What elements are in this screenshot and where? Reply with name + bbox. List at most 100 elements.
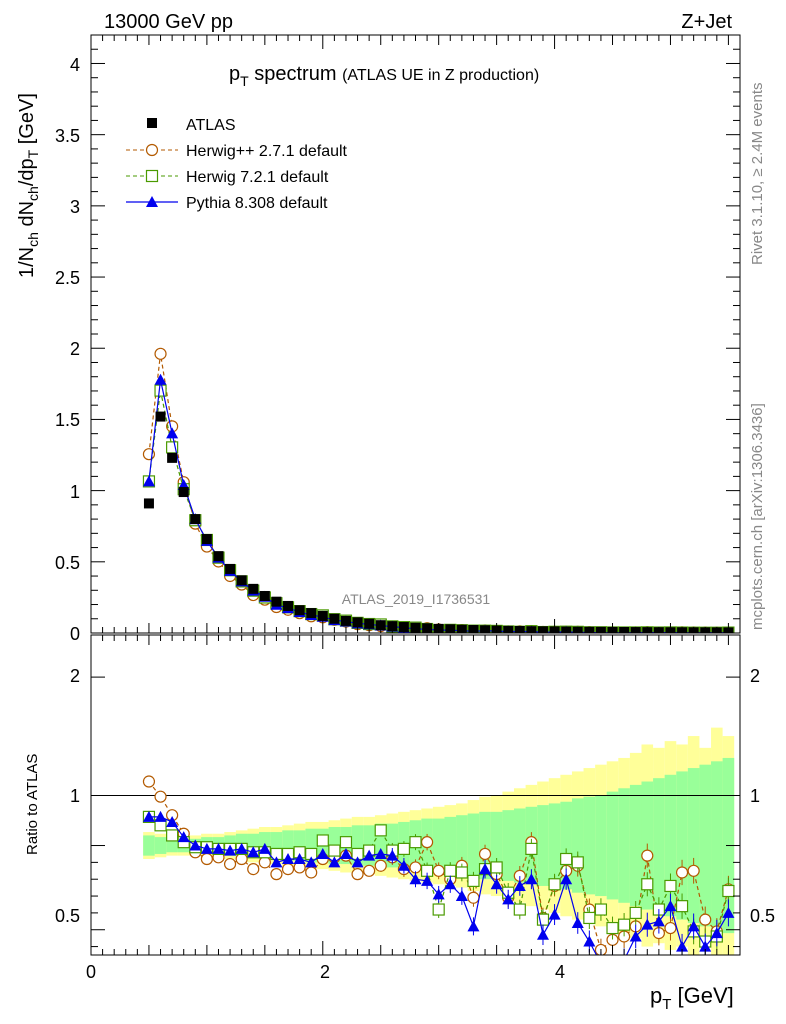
- band-inner-bin: [664, 774, 677, 917]
- data-point: [364, 618, 375, 629]
- header-right: Z+Jet: [681, 11, 732, 33]
- ratio-point: [386, 849, 399, 861]
- y-tick-label: 1: [70, 482, 80, 502]
- analysis-watermark: ATLAS_2019_I1736531: [342, 591, 491, 607]
- ratio-y-tick-label: 1: [70, 786, 80, 806]
- ratio-point: [641, 849, 654, 862]
- ratio-point: [351, 856, 364, 868]
- y-tick-label: 3.5: [55, 126, 80, 146]
- ratio-point: [432, 888, 445, 900]
- ratio-point: [397, 859, 410, 871]
- ratio-point: [142, 775, 156, 788]
- ratio-point: [595, 957, 607, 968]
- data-point: [387, 621, 398, 632]
- data-point: [154, 373, 167, 385]
- band-inner-bin: [490, 811, 503, 880]
- data-point: [294, 605, 305, 616]
- ratio-point: [316, 834, 329, 847]
- data-point: [283, 600, 294, 611]
- band-inner-bin: [351, 825, 364, 866]
- ratio-point: [363, 864, 376, 877]
- ratio-point: [594, 903, 608, 916]
- ratio-y-tick-label-right: 0.5: [750, 906, 775, 926]
- legend-marker-pythia: [146, 196, 158, 207]
- ratio-point: [189, 839, 202, 851]
- ratio-y-tick-labels: 0.5 1 2 0.5 1 2: [55, 666, 775, 926]
- ratio-point: [455, 890, 468, 902]
- plot-title: pT spectrum (ATLAS UE in Z production): [229, 63, 539, 89]
- ratio-point: [548, 878, 561, 891]
- ratio-point: [664, 879, 677, 893]
- x-tick-label: 2: [320, 962, 330, 982]
- data-point: [271, 596, 282, 607]
- x-tick-labels: 0 2 4: [86, 962, 565, 982]
- ratio-point: [420, 836, 434, 849]
- band-inner-bin: [444, 816, 457, 875]
- band-inner-bin: [305, 828, 317, 863]
- y-tick-label: 1.5: [55, 410, 80, 430]
- data-point: [167, 452, 178, 463]
- ratio-point: [409, 836, 422, 849]
- band-inner-bin: [560, 801, 572, 890]
- data-point: [352, 617, 363, 628]
- ratio-point: [687, 864, 700, 877]
- band-inner-bin: [583, 796, 596, 895]
- ratio-point: [455, 866, 468, 879]
- ratio-y-tick-label-right: 2: [750, 666, 760, 686]
- band-inner-bin: [687, 768, 700, 923]
- ratio-point: [432, 864, 445, 877]
- ratio-point: [548, 908, 561, 920]
- ratio-point: [676, 940, 689, 952]
- ratio-point: [270, 868, 283, 881]
- ratio-point: [641, 918, 654, 930]
- ratio-point: [664, 921, 677, 935]
- legend-marker-atlas: [147, 118, 157, 128]
- ratio-point: [560, 873, 573, 885]
- ratio-point: [664, 900, 677, 912]
- ratio-point: [270, 856, 283, 868]
- ratio-point: [200, 842, 213, 854]
- ratio-point: [223, 857, 237, 871]
- ratio-point: [200, 852, 213, 866]
- ratio-point: [235, 852, 248, 866]
- band-inner-bin: [456, 815, 468, 876]
- ratio-point: [571, 856, 584, 869]
- band-inner-bin: [699, 764, 712, 927]
- ratio-point: [363, 849, 376, 861]
- ratio-point: [623, 954, 625, 955]
- ratio-point: [339, 836, 353, 849]
- ratio-point: [224, 844, 237, 856]
- data-point: [190, 514, 201, 525]
- ratio-point: [710, 927, 723, 939]
- band-inner-bin: [618, 788, 630, 903]
- ratio-axis-title: Ratio to ATLAS: [24, 754, 41, 855]
- data-point: [317, 610, 328, 621]
- ratio-point: [247, 846, 260, 858]
- ratio-point: [166, 815, 179, 827]
- y-tick-label: 2: [70, 339, 80, 359]
- ratio-point: [467, 874, 480, 887]
- band-inner-bin: [270, 832, 283, 859]
- data-point: [259, 590, 270, 601]
- y-axis-title: 1/Nch dNch/dpT [GeV]: [16, 93, 41, 278]
- ratio-point: [467, 891, 480, 904]
- ratio-point: [432, 903, 445, 916]
- ratio-point: [571, 917, 584, 928]
- main-y-tick-labels: 0 0.5 1 1.5 2 2.5 3 3.5 4: [55, 55, 80, 644]
- ratio-point: [699, 940, 712, 952]
- ratio-point: [490, 861, 503, 874]
- data-point: [248, 583, 259, 594]
- data-point: [166, 427, 179, 439]
- band-inner-bin: [293, 830, 306, 861]
- data-point: [225, 563, 236, 574]
- band-inner-bin: [247, 833, 260, 858]
- data-point: [143, 498, 154, 509]
- legend-label-atlas: ATLAS: [186, 117, 236, 134]
- ratio-point: [536, 928, 549, 940]
- ratio-point: [618, 918, 631, 931]
- data-point: [329, 613, 340, 624]
- ratio-y-tick-label: 2: [70, 666, 80, 686]
- data-point: [201, 534, 212, 545]
- band-inner-bin: [629, 784, 642, 907]
